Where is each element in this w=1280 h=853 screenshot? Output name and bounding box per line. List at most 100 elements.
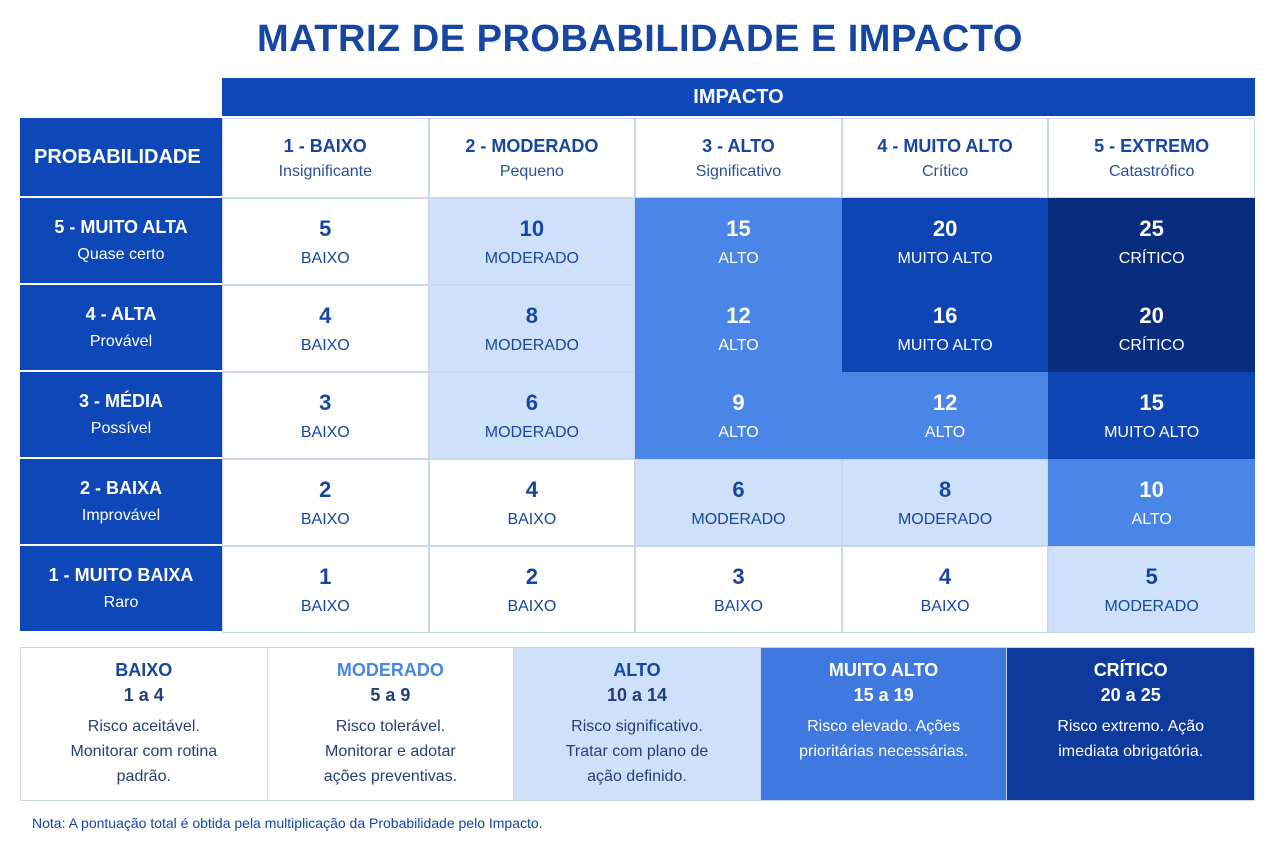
legend-item: MUITO ALTO 15 a 19 Risco elevado. Ações pr… [760, 648, 1008, 800]
risk-score: 2 [319, 476, 332, 502]
matrix-cell: 6 MODERADO [428, 372, 636, 459]
probability-level: 5 - MUITO ALTA [54, 217, 188, 237]
risk-score: 15 [1139, 389, 1164, 415]
matrix-cell: 4 BAIXO [841, 546, 1049, 633]
risk-score: 10 [1139, 476, 1164, 502]
legend-level-name: MODERADO [336, 660, 444, 680]
probability-description: Possível [90, 420, 152, 437]
risk-score: 3 [319, 389, 332, 415]
legend-item: CRÍTICO 20 a 25 Risco extremo. Ação imedia… [1007, 648, 1254, 800]
probability-description: Quase certo [77, 246, 165, 263]
matrix-cell: 2 BAIXO [222, 459, 429, 546]
impact-description: Significativo [695, 162, 782, 180]
risk-score: 6 [732, 476, 745, 502]
risk-level-label: ALTO [1131, 510, 1172, 528]
risk-legend: BAIXO 1 a 4 Risco aceitável. Monitorar com… [20, 647, 1255, 801]
risk-score: 8 [938, 476, 952, 502]
matrix-cell: 12 ALTO [841, 372, 1049, 459]
probability-row-header: 4 - ALTA Provável [20, 285, 222, 372]
risk-score: 16 [932, 302, 958, 328]
legend-score-range: 15 a 19 [853, 685, 914, 705]
footnote: Nota: A pontuação total é obtida pela mu… [32, 815, 543, 831]
impact-header: IMPACTO [222, 78, 1255, 118]
probability-row-header: 2 - BAIXA Improvável [20, 459, 222, 546]
risk-level-label: BAIXO [300, 336, 350, 354]
legend-level-name: CRÍTICO [1093, 660, 1168, 680]
matrix-cell: 9 ALTO [635, 372, 842, 459]
risk-level-label: BAIXO [300, 597, 350, 615]
probability-header: PROBABILIDADE [20, 118, 222, 198]
probability-row-header: 1 - MUITO BAIXA Raro [20, 546, 222, 633]
legend-score-range: 1 a 4 [123, 685, 164, 705]
risk-level-label: MUITO ALTO [897, 249, 993, 267]
risk-level-label: ALTO [718, 423, 759, 441]
risk-score: 5 [1145, 563, 1158, 589]
risk-level-label: BAIXO [714, 597, 763, 615]
matrix-cell: 1 BAIXO [222, 546, 429, 633]
risk-score: 3 [732, 563, 745, 589]
matrix-cell: 25 CRÍTICO [1048, 198, 1255, 285]
risk-score: 20 [932, 215, 958, 241]
risk-score: 8 [525, 302, 539, 328]
matrix-cell: 2 BAIXO [428, 546, 636, 633]
risk-score: 2 [525, 563, 539, 589]
impact-column-header: 3 - ALTO Significativo [635, 118, 842, 198]
page-title: MATRIZ DE PROBABILIDADE E IMPACTO [257, 18, 1023, 60]
matrix-cell: 8 MODERADO [841, 459, 1049, 546]
risk-level-label: MODERADO [1104, 597, 1199, 615]
matrix-cell: 12 ALTO [635, 285, 842, 372]
legend-item: ALTO 10 a 14 Risco significativo. Tratar c… [514, 648, 761, 800]
matrix-cell: 20 CRÍTICO [1048, 285, 1255, 372]
impact-level: 4 - MUITO ALTO [877, 135, 1013, 156]
impact-level: 5 - EXTREMO [1094, 135, 1210, 156]
matrix-cell: 16 MUITO ALTO [841, 285, 1049, 372]
risk-matrix: IMPACTO PROBABILIDADE 1 - BAIXO Insignifi… [20, 78, 1255, 633]
matrix-cell: 20 MUITO ALTO [841, 198, 1049, 285]
risk-level-label: BAIXO [300, 249, 350, 267]
impact-description: Pequeno [499, 162, 564, 180]
legend-description: Risco elevado. Ações prioritárias necess… [799, 718, 969, 760]
legend-item: BAIXO 1 a 4 Risco aceitável. Monitorar com… [21, 648, 268, 800]
impact-level: 2 - MODERADO [465, 135, 599, 156]
legend-level-name: ALTO [613, 660, 661, 680]
impact-description: Crítico [921, 162, 969, 180]
legend-score-range: 5 a 9 [370, 685, 411, 705]
legend-level-name: MUITO ALTO [828, 660, 939, 680]
risk-score: 4 [525, 476, 539, 502]
impact-column-header: 5 - EXTREMO Catastrófico [1048, 118, 1255, 198]
matrix-cell: 10 MODERADO [428, 198, 636, 285]
risk-level-label: BAIXO [920, 597, 970, 615]
risk-level-label: BAIXO [507, 510, 557, 528]
risk-level-label: MODERADO [484, 336, 579, 354]
probability-level: 4 - ALTA [85, 304, 157, 324]
impact-column-header: 2 - MODERADO Pequeno [428, 118, 636, 198]
risk-level-label: CRÍTICO [1118, 336, 1185, 354]
impact-description: Catastrófico [1108, 162, 1195, 180]
probability-description: Raro [103, 594, 139, 611]
impact-description: Insignificante [278, 162, 372, 180]
matrix-cell: 3 BAIXO [222, 372, 429, 459]
risk-level-label: MODERADO [484, 249, 579, 267]
risk-level-label: MUITO ALTO [1104, 423, 1200, 441]
risk-score: 12 [932, 389, 958, 415]
risk-level-label: MODERADO [484, 423, 579, 441]
probability-description: Improvável [81, 507, 161, 524]
legend-score-range: 10 a 14 [606, 685, 668, 705]
risk-score: 10 [519, 215, 545, 241]
matrix-cell: 15 ALTO [635, 198, 842, 285]
probability-level: 1 - MUITO BAIXA [48, 565, 194, 585]
probability-level: 3 - MÉDIA [78, 391, 163, 411]
risk-level-label: MODERADO [897, 510, 993, 528]
probability-row-header: 5 - MUITO ALTA Quase certo [20, 198, 222, 285]
risk-score: 25 [1139, 215, 1164, 241]
legend-description: Risco significativo. Tratar com plano de… [565, 718, 709, 785]
risk-score: 4 [319, 302, 332, 328]
matrix-cell: 6 MODERADO [635, 459, 842, 546]
legend-description: Risco aceitável. Monitorar com rotina pa… [70, 718, 218, 785]
risk-level-label: ALTO [718, 336, 759, 354]
risk-score: 9 [732, 389, 745, 415]
risk-score: 20 [1139, 302, 1164, 328]
risk-score: 15 [726, 215, 751, 241]
risk-level-label: ALTO [718, 249, 759, 267]
risk-level-label: BAIXO [300, 510, 350, 528]
